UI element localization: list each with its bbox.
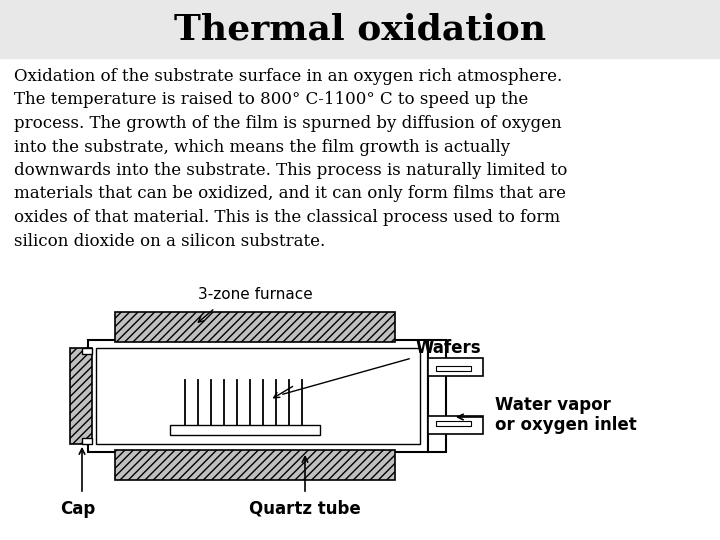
Bar [82, 348, 92, 354]
Bar [428, 416, 483, 434]
Bar [170, 425, 320, 435]
Bar [0, 0, 720, 58]
Bar [115, 312, 395, 342]
Text: Wafers: Wafers [415, 339, 481, 357]
Text: Oxidation of the substrate surface in an oxygen rich atmosphere.
The temperature: Oxidation of the substrate surface in an… [14, 68, 567, 249]
Bar [428, 358, 483, 376]
Text: 3-zone furnace: 3-zone furnace [197, 287, 312, 302]
Bar [96, 348, 420, 444]
Bar [436, 421, 471, 426]
Text: Quartz tube: Quartz tube [249, 500, 361, 518]
Bar [115, 450, 395, 480]
Bar [70, 348, 92, 444]
Bar [436, 366, 471, 371]
Text: Water vapor
or oxygen inlet: Water vapor or oxygen inlet [495, 396, 636, 434]
Bar [88, 340, 428, 452]
Bar [428, 340, 446, 452]
Text: Thermal oxidation: Thermal oxidation [174, 12, 546, 46]
Text: Cap: Cap [60, 500, 96, 518]
Bar [82, 438, 92, 444]
